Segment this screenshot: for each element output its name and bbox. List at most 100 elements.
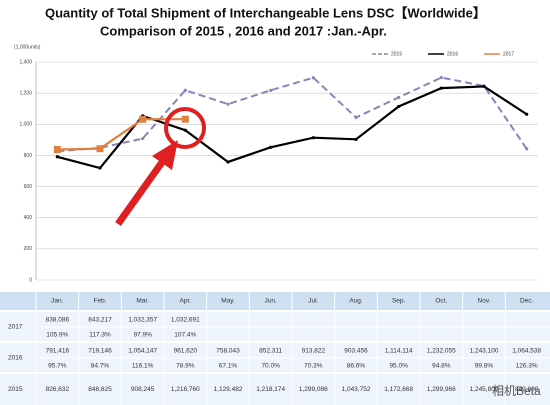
table-cell: 1,243,100: [470, 348, 499, 355]
point: [269, 88, 273, 92]
table-cell: 852,311: [259, 348, 282, 355]
series-line: [57, 118, 186, 151]
point: [354, 115, 358, 120]
table-cell: 116.1%: [132, 363, 154, 370]
table-cell: 961,620: [174, 348, 198, 355]
table-cell: 1,172,668: [384, 386, 413, 393]
table-cell: 1,129,482: [214, 386, 243, 393]
table-cell: 95.0%: [389, 363, 408, 370]
table-header-cell: Mar.: [136, 298, 149, 305]
point: [226, 160, 230, 164]
table-cell: 70.3%: [304, 363, 323, 370]
point: [55, 155, 59, 159]
point: [482, 84, 486, 89]
legend-label: 2015: [391, 51, 402, 57]
table-cell: 1,064,538: [512, 348, 541, 355]
table-header-cell: Jun.: [265, 298, 277, 305]
point: [354, 137, 358, 141]
y-tick-label: 1,200: [19, 90, 32, 96]
point: [311, 76, 315, 80]
y-axis-label: (1,000units): [14, 44, 41, 50]
chart-title: Quantity of Total Shipment of Interchang…: [45, 5, 486, 20]
point: [183, 88, 187, 92]
table-cell: 117.3%: [89, 332, 111, 339]
table-cell: 107.4%: [174, 332, 196, 339]
table-cell: 791,416: [46, 348, 70, 355]
point: [439, 86, 443, 90]
table-header-cell: Apr.: [180, 298, 192, 305]
highlight-circle: [164, 107, 206, 149]
point: [525, 147, 529, 151]
table-header-cell: Aug.: [349, 298, 363, 305]
point: [181, 115, 189, 123]
table-row-label: 2016: [8, 355, 23, 362]
table-cell: 70.0%: [261, 363, 280, 370]
legend-label: 2017: [503, 51, 514, 57]
table-cell: 97.9%: [133, 332, 152, 339]
table-cell: 126.3%: [516, 363, 538, 370]
watermark: 相机Beta: [492, 384, 541, 398]
point: [183, 128, 187, 132]
table-header-cell: Jul.: [308, 298, 318, 305]
table-cell: 86.6%: [347, 363, 366, 370]
table-cell: 908,245: [131, 386, 155, 393]
table-cell: 1,299,086: [299, 386, 328, 393]
table-cell: 838,086: [46, 317, 70, 324]
table-cell: 719,146: [88, 348, 112, 355]
table-row-label: 2017: [8, 324, 23, 331]
arrow-shaft: [115, 155, 168, 227]
table-cell: 1,218,174: [256, 386, 285, 393]
table-cell: 1,114,114: [385, 348, 413, 355]
table-cell: 1,032,357: [128, 317, 157, 324]
table-header: [0, 292, 550, 310]
table-header-cell: Sep.: [392, 298, 406, 305]
table-header-cell: Jan.: [51, 298, 63, 305]
table-cell: 1,043,752: [342, 386, 371, 393]
point: [141, 136, 145, 141]
table-cell: 758,043: [216, 348, 240, 355]
table-cell: 78.9%: [176, 363, 195, 370]
table-cell: 842,800: [515, 386, 539, 393]
y-tick-label: 200: [24, 246, 33, 252]
point: [269, 145, 273, 149]
point: [397, 95, 401, 99]
point: [98, 166, 102, 170]
point: [439, 75, 443, 80]
point: [53, 145, 61, 153]
y-tick-label: 0: [29, 277, 32, 283]
table-cell: 99.8%: [475, 363, 494, 370]
table-cell: 913,822: [302, 348, 326, 355]
table-cell: 1,299,966: [427, 386, 456, 393]
table-header-cell: Nov.: [478, 298, 491, 305]
point: [397, 104, 401, 109]
arrow-head: [152, 140, 178, 170]
point: [139, 115, 147, 123]
series-line: [57, 76, 528, 153]
table-cell: 1,218,760: [171, 386, 200, 393]
y-tick-label: 400: [24, 215, 33, 221]
table-cell: 94.8%: [432, 363, 451, 370]
point: [525, 112, 529, 116]
table-cell: 903,456: [344, 348, 368, 355]
legend-label: 2016: [447, 51, 458, 57]
table-cell: 95.7%: [48, 363, 67, 370]
y-tick-label: 600: [24, 184, 33, 190]
table-cell: 1,232,055: [427, 348, 456, 355]
chart-subtitle: Comparison of 2015 , 2016 and 2017 :Jan.…: [100, 23, 387, 38]
table-header-cell: Dec.: [520, 298, 534, 305]
point: [226, 102, 230, 106]
table-header-cell: Feb.: [93, 298, 106, 305]
table-cell: 843,217: [88, 317, 112, 324]
table-cell: 67.1%: [219, 363, 238, 370]
table-cell: 826,632: [46, 386, 70, 393]
y-tick-label: 800: [24, 153, 33, 159]
table-header-cell: May.: [221, 298, 235, 305]
point: [311, 136, 315, 140]
point: [96, 145, 104, 153]
table-row-label: 2015: [8, 386, 23, 393]
table-cell: 1,032,691: [171, 317, 200, 324]
table-cell: 105.9%: [46, 332, 68, 339]
table-cell: 1,245,809: [470, 386, 499, 393]
table-cell: 848,625: [88, 386, 112, 393]
